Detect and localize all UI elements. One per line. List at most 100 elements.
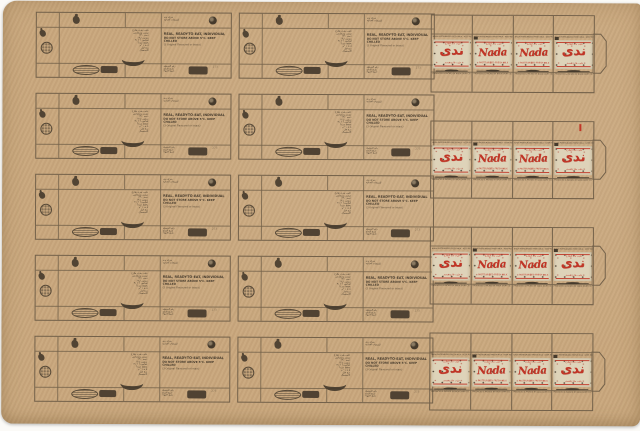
claims-line-2: DO NOT STORE ABOVE 5°C. KEEP CHILLED	[163, 117, 216, 125]
roundel-logo-icon	[207, 259, 216, 268]
sub-microtext: حليب طازج مبستر	[443, 167, 461, 171]
ingredients-microtext: حليب بقري طازج مبستر ومتجانس دسم ٣٫٠٪ بر…	[335, 29, 352, 53]
claims-line-2: DO NOT STORE ABOVE 5°C. KEEP CHILLED	[163, 36, 216, 44]
micro-strip-top: NADA PASTEURIZED FRESH MILK · KEEP REFRI…	[555, 142, 594, 145]
brand-latin-text: Nada	[517, 364, 547, 378]
production-microtext: رقم التشغيلة تاريخ الإنتاج تاريخ الانتها…	[366, 65, 379, 74]
claims-line-2: DO NOT STORE ABOVE 5°C. KEEP CHILLED	[365, 280, 418, 287]
corner-number: 273	[414, 309, 420, 313]
sub-microtext: PASTEURIZED FRESH MILK	[518, 273, 548, 277]
brand-arabic-text: ندى	[438, 361, 463, 377]
fold-line-left	[260, 175, 263, 240]
label-background: حليب ندى الطازج Nada PASTEURIZED FRESH M…	[513, 145, 552, 176]
fold-line-left	[260, 337, 262, 402]
small-carton-dieline: شركة ندى للمنتجات الغذائية حليب بقري طاز…	[238, 12, 435, 80]
sub-microtext: PASTEURIZED FRESH MILK	[478, 61, 508, 65]
oval-stamp-icon	[71, 307, 99, 319]
label-panel-latin: NADA PASTEURIZED FRESH MILK · KEEP REFRI…	[471, 121, 513, 198]
oval-stamp-icon	[275, 146, 303, 157]
crescent-logo-icon	[120, 295, 144, 310]
fold-line-mid	[362, 257, 364, 322]
label-panel-arabic: NADA PASTEURIZED FRESH MILK · KEEP REFRI…	[431, 15, 473, 92]
label-background: حليب ندى الطازج Nada PASTEURIZED FRESH M…	[513, 251, 552, 282]
tuck-flap-outline	[591, 245, 606, 286]
sub-microtext: PASTEURIZED FRESH MILK	[518, 379, 548, 383]
roundel-logo-icon	[411, 16, 420, 25]
side-brand-blob-icon	[241, 29, 250, 39]
product-claims-text: REAL, READY-TO-EAT, INDIVIDUAL DO NOT ST…	[365, 357, 429, 372]
side-brand-blob-icon	[240, 272, 249, 282]
label-panel-arabic: NADA PASTEURIZED FRESH MILK · KEEP REFRI…	[553, 122, 593, 198]
brand-blob-icon	[274, 259, 282, 268]
fold-line-flap-top	[327, 176, 329, 191]
claims-line-3: (3 Original Flavoured or Intact)	[162, 367, 200, 371]
wrap-body: NADA PASTEURIZED FRESH MILK · KEEP REFRI…	[430, 14, 595, 94]
barcode-block	[391, 147, 411, 156]
crescent-logo-icon	[324, 134, 348, 149]
sub-microtext: حليب طازج مبستر	[444, 61, 462, 65]
approval-seal-icon	[39, 284, 52, 297]
fold-line-flap-bottom	[123, 387, 125, 402]
small-carton-dieline: شركة ندى للمنتجات الغذائية حليب بقري طاز…	[238, 93, 435, 161]
red-microtext: حليب ندى الطازج	[484, 254, 501, 258]
fold-line-flap-bottom	[123, 225, 125, 240]
barcode-block	[187, 308, 207, 317]
red-microtext: حليب ندى الطازج	[524, 360, 541, 364]
red-microtext: حليب ندى الطازج	[484, 148, 502, 152]
brand-arabic-text: ندى	[438, 255, 463, 271]
brand-arabic-text: ندى	[439, 43, 464, 59]
micro-strip-top: NADA PASTEURIZED FRESH MILK · KEEP REFRI…	[431, 247, 472, 250]
micro-strip-top: NADA PASTEURIZED FRESH MILK · KEEP REFRI…	[555, 36, 594, 39]
fold-line-flap-top	[327, 95, 329, 110]
label-background: حليب ندى الطازج Nada PASTEURIZED FRESH M…	[472, 251, 511, 281]
claims-line-1: REAL, READY-TO-EAT, INDIVIDUAL	[366, 194, 428, 199]
ink-block	[302, 309, 320, 317]
micro-strip-top: NADA PASTEURIZED FRESH MILK · KEEP REFRI…	[512, 353, 553, 357]
claims-line-2: DO NOT STORE ABOVE 5°C. KEEP CHILLED	[366, 37, 419, 44]
fold-line-left	[57, 174, 60, 239]
fold-line-mid	[159, 256, 161, 321]
claims-line-1: REAL, READY-TO-EAT, INDIVIDUAL	[366, 32, 429, 37]
claims-line-1: REAL, READY-TO-EAT, INDIVIDUAL	[162, 355, 224, 361]
fold-line-flap-bottom	[124, 144, 126, 159]
small-carton-dieline: شركة ندى للمنتجات الغذائية حليب بقري طاز…	[34, 335, 231, 403]
red-rule-bottom	[474, 171, 509, 173]
company-microtext: شركة ندى للمنتجات الغذائية	[163, 96, 179, 102]
sub-microtext: حليب طازج مبستر	[566, 62, 584, 65]
production-microtext: رقم التشغيلة تاريخ الإنتاج تاريخ الانتها…	[163, 64, 176, 73]
product-claims-text: REAL, READY-TO-EAT, INDIVIDUAL DO NOT ST…	[163, 113, 227, 128]
brand-blob-icon	[71, 339, 79, 348]
label-background: حليب ندى الطازج Nada PASTEURIZED FRESH M…	[514, 39, 553, 70]
corner-number: 273	[211, 389, 217, 393]
label-background: حليب ندى الطازج Nada PASTEURIZED FRESH M…	[471, 357, 510, 387]
label-panel-arabic: NADA PASTEURIZED FRESH MILK · KEEP REFRI…	[552, 334, 592, 410]
brand-arabic-text: ندى	[438, 149, 464, 165]
label-panel-arabic: NADA PASTEURIZED FRESH MILK · KEEP REFRI…	[431, 121, 473, 198]
ingredients-microtext: حليب بقري طازج مبستر ومتجانس دسم ٣٫٠٪ بر…	[334, 191, 352, 215]
fold-line-mid	[160, 94, 162, 159]
fold-line-flap-bottom	[326, 307, 328, 322]
product-claims-text: REAL, READY-TO-EAT, INDIVIDUAL DO NOT ST…	[366, 114, 430, 129]
red-microtext: حليب ندى الطازج	[526, 42, 543, 46]
label-panel-latin: NADA PASTEURIZED FRESH MILK · KEEP REFRI…	[472, 15, 514, 92]
oval-stamp-icon	[72, 145, 100, 157]
red-rule-bottom	[475, 65, 510, 67]
micro-strip-top: NADA PASTEURIZED FRESH MILK · KEEP REFRI…	[473, 247, 513, 250]
red-microtext: حليب ندى الطازج	[525, 148, 542, 152]
fold-line-flap-bottom	[123, 306, 125, 321]
crescent-logo-icon	[323, 296, 347, 311]
brand-blob-icon	[275, 178, 283, 187]
ink-block	[303, 147, 321, 155]
barcode-block	[187, 389, 207, 398]
roundel-logo-icon	[411, 178, 420, 187]
claims-line-2: DO NOT STORE ABOVE 5°C. KEEP CHILLED	[366, 118, 419, 125]
oval-stamp-icon	[274, 227, 302, 238]
barcode-block	[390, 309, 410, 318]
roundel-logo-icon	[411, 97, 420, 106]
micro-strip-top: NADA PASTEURIZED FRESH MILK · KEEP REFRI…	[432, 141, 473, 144]
sub-microtext: حليب طازج مبستر	[442, 379, 460, 383]
small-carton-dieline: شركة ندى للمنتجات الغذائية حليب بقري طاز…	[34, 254, 231, 322]
sub-microtext: حليب طازج مبستر	[565, 168, 583, 171]
approval-seal-icon	[40, 41, 53, 54]
side-brand-blob-icon	[37, 271, 46, 281]
